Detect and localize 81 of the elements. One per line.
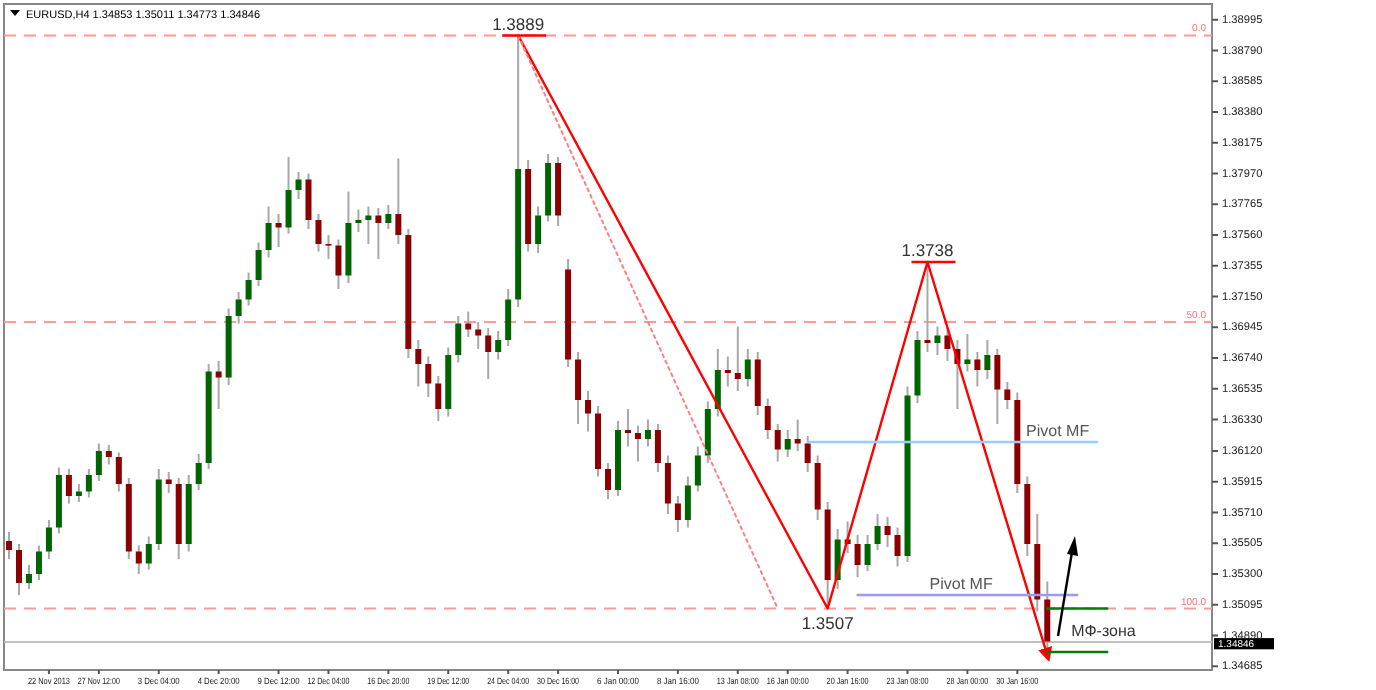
candlestick (385, 204, 392, 230)
series-label: МФ-зона (1071, 622, 1137, 641)
candlestick (884, 516, 891, 548)
candlestick (994, 348, 1001, 425)
candlestick (874, 513, 881, 551)
candlestick (535, 205, 542, 254)
candlestick (465, 310, 472, 338)
candlestick (5, 531, 12, 560)
candlestick (495, 330, 502, 361)
candlestick (95, 442, 102, 482)
candlestick (644, 418, 651, 448)
candlestick (664, 454, 671, 515)
candlestick (475, 321, 482, 350)
candlestick (585, 390, 592, 433)
candlestick (145, 535, 152, 571)
series-label: Pivot MF (1026, 422, 1090, 440)
candlestick (295, 171, 302, 200)
candlestick (724, 355, 731, 388)
candlestick (135, 544, 142, 575)
candlestick (325, 234, 332, 260)
candlestick (275, 213, 282, 248)
candlestick (784, 429, 791, 458)
candlestick (505, 288, 512, 347)
candlestick (305, 172, 312, 230)
candlestick (624, 408, 631, 448)
candlestick (25, 564, 32, 590)
candlestick (315, 213, 322, 253)
candlestick (744, 348, 751, 388)
candlestick (754, 351, 761, 416)
candlestick (15, 543, 22, 596)
candlestick (395, 157, 402, 245)
candlestick (984, 339, 991, 380)
candlestick (85, 468, 92, 499)
candlestick (265, 205, 272, 259)
candlestick (195, 453, 202, 491)
candlestick (974, 351, 981, 388)
candlestick (864, 534, 871, 572)
candlestick (674, 495, 681, 533)
candlestick (65, 468, 72, 505)
candlestick (934, 325, 941, 356)
candlestick (694, 445, 701, 493)
candlestick (794, 418, 801, 452)
candlestick (634, 424, 641, 463)
candlestick (255, 241, 262, 287)
candlestick (894, 526, 901, 568)
candlestick (924, 261, 931, 353)
candlestick (35, 544, 42, 581)
candlestick (734, 325, 741, 392)
candlestick (45, 519, 52, 560)
candlestick (435, 375, 442, 422)
candlestick (575, 351, 582, 425)
candlestick (335, 238, 342, 290)
candlestick (854, 534, 861, 578)
annotation: 1.3889 (492, 13, 545, 34)
candlestick (425, 355, 432, 398)
candlestick (814, 454, 821, 521)
candlestick (245, 271, 252, 307)
candlestick (654, 423, 661, 473)
candlestick (764, 397, 771, 440)
candlestick (704, 400, 711, 464)
candlestick (1004, 381, 1011, 410)
candlestick (415, 339, 422, 388)
candlestick (804, 435, 811, 473)
candlestick (605, 462, 611, 500)
candlestick (115, 451, 122, 493)
candlestick (375, 207, 382, 260)
candlestick (285, 156, 292, 235)
candlestick (455, 315, 462, 364)
candlestick (235, 291, 242, 325)
annotation: 1.3738 (901, 240, 955, 260)
candlestick (215, 360, 222, 410)
candlestick (774, 423, 781, 463)
candlestick (944, 327, 951, 362)
candlestick (355, 208, 362, 233)
series-label: Pivot MF (929, 575, 993, 593)
candlestick (485, 327, 492, 380)
candlestick (714, 348, 721, 418)
annotation: 1.3507 (801, 612, 855, 633)
candlestick (684, 475, 691, 529)
candlestick (1044, 580, 1051, 653)
candlestick (105, 444, 112, 466)
